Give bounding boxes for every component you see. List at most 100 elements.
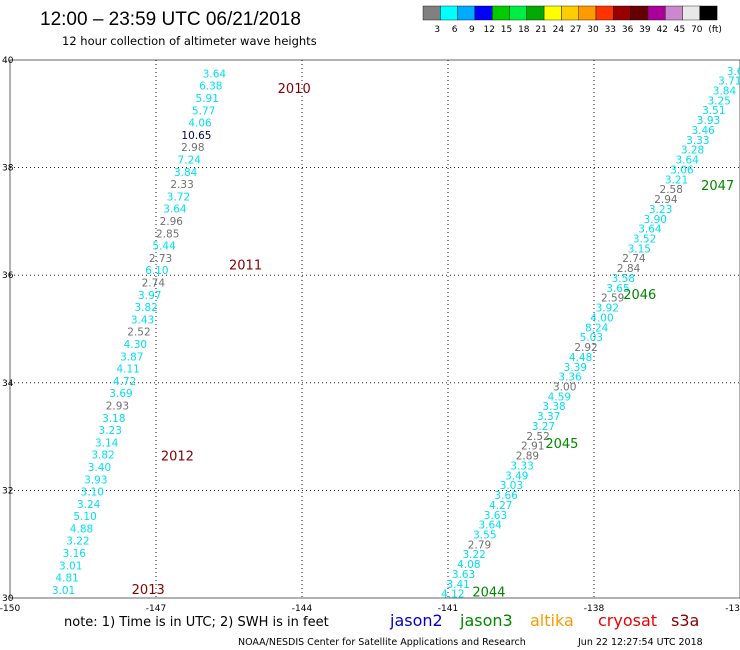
x-tick-label: -141 bbox=[438, 604, 458, 614]
wave-height-label: 3.33 bbox=[510, 460, 533, 472]
colorbar-label: 21 bbox=[535, 25, 546, 35]
wave-height-label: 3.51 bbox=[702, 105, 725, 117]
wave-height-label: 3.55 bbox=[473, 529, 496, 541]
colorbar-swatch bbox=[561, 5, 579, 21]
wave-height-label: 4.06 bbox=[188, 118, 212, 130]
wave-height-label: 4.27 bbox=[489, 500, 512, 512]
wave-height-label: 3.6 bbox=[727, 66, 740, 78]
wave-height-label: 3.24 bbox=[77, 499, 101, 511]
wave-height-label: 4.12 bbox=[441, 589, 464, 601]
chart-title: 12:00 – 23:59 UTC 06/21/2018 bbox=[40, 9, 301, 30]
wave-height-label: 3.52 bbox=[633, 233, 656, 245]
wave-height-label: 3.33 bbox=[686, 135, 709, 147]
colorbar-swatch bbox=[699, 5, 718, 21]
wave-height-label: 2.73 bbox=[149, 253, 172, 265]
x-tick-label: -138 bbox=[584, 604, 605, 614]
colorbar-label: 9 bbox=[469, 25, 475, 35]
wave-height-label: 3.72 bbox=[167, 191, 190, 203]
colorbar-swatch bbox=[647, 5, 666, 21]
wave-height-label: 3.93 bbox=[697, 115, 720, 127]
wave-height-label: 3.46 bbox=[691, 125, 715, 137]
plot-area-frame bbox=[9, 59, 740, 599]
colorbar-label: 39 bbox=[639, 25, 651, 35]
wave-height-label: 3.06 bbox=[670, 164, 694, 176]
wave-height-label: 4.30 bbox=[124, 339, 147, 351]
wave-height-label: 3.40 bbox=[88, 462, 111, 474]
legend-item: jason3 bbox=[459, 611, 513, 630]
wave-height-label: 2.85 bbox=[156, 228, 179, 240]
colorbar-swatch bbox=[457, 5, 476, 21]
wave-height-label: 2.52 bbox=[526, 431, 549, 443]
satellite-legend: jason2 jason3 altika cryosat s3a bbox=[389, 611, 699, 630]
wave-height-label: 3.64 bbox=[163, 204, 187, 216]
x-tick-label: -147 bbox=[146, 604, 166, 614]
wave-height-label: 2.89 bbox=[516, 451, 539, 463]
wave-height-label: 4.08 bbox=[457, 559, 480, 571]
wave-height-label: 3.93 bbox=[84, 474, 107, 486]
wave-height-label: 2.93 bbox=[106, 400, 129, 412]
wave-height-label: 4.48 bbox=[569, 352, 592, 364]
time-label: 2011 bbox=[229, 258, 262, 273]
colorbar-label: 24 bbox=[553, 25, 565, 35]
wave-height-label: 3.71 bbox=[718, 76, 740, 88]
wave-height-label: 2.98 bbox=[181, 142, 204, 154]
legend-item: s3a bbox=[671, 611, 699, 630]
colorbar-label: 45 bbox=[674, 25, 685, 35]
footer-credit: NOAA/NESDIS Center for Satellite Applica… bbox=[238, 637, 526, 648]
wave-height-label: 3.14 bbox=[95, 437, 119, 449]
wave-height-label: 8.24 bbox=[585, 322, 609, 334]
colorbar-swatch bbox=[578, 5, 597, 21]
time-label: 2047 bbox=[701, 179, 734, 194]
colorbar-swatch bbox=[595, 5, 614, 21]
axis-tick-labels: -150 -147 -144 -141 -138 -13 30 32 34 36 38 40 bbox=[0, 56, 740, 614]
colorbar-swatch bbox=[630, 5, 649, 21]
wave-height-label: 3.22 bbox=[462, 549, 485, 561]
colorbar-label: 18 bbox=[518, 25, 530, 35]
time-label: 2046 bbox=[623, 288, 656, 303]
wave-height-label: 3.65 bbox=[606, 283, 629, 295]
wave-height-label: 7.24 bbox=[178, 155, 202, 167]
wave-height-label: 5.03 bbox=[580, 332, 603, 344]
colorbar-label: 30 bbox=[587, 25, 599, 35]
wave-height-label: 3.64 bbox=[676, 155, 700, 167]
wave-height-label: 3.63 bbox=[484, 510, 507, 522]
wave-height-label: 3.66 bbox=[494, 490, 518, 502]
wave-height-label: 3.23 bbox=[99, 425, 122, 437]
colorbar-label: 15 bbox=[501, 25, 512, 35]
wave-height-label: 3.58 bbox=[612, 273, 635, 285]
wave-height-label: 3.84 bbox=[174, 167, 198, 179]
wave-height-label: 10.65 bbox=[181, 130, 211, 142]
wave-height-label: 2.96 bbox=[160, 216, 184, 228]
wave-height-label: 2.79 bbox=[468, 539, 491, 551]
wave-height-label: 3.43 bbox=[131, 314, 154, 326]
colorbar-label: (ft) bbox=[708, 25, 722, 35]
wave-height-label: 5.77 bbox=[192, 105, 215, 117]
wave-height-label: 3.01 bbox=[59, 560, 82, 572]
wave-height-label: 2.74 bbox=[622, 253, 646, 265]
wave-height-label: 4.11 bbox=[116, 364, 139, 376]
y-tick-label: 34 bbox=[2, 379, 14, 389]
colorbar-label: 6 bbox=[452, 25, 458, 35]
wave-height-label: 3.69 bbox=[109, 388, 132, 400]
wave-height-label: 3.38 bbox=[542, 401, 565, 413]
color-scale-bar: 3 6 9 12 15 18 21 24 27 30 33 36 39 42 45 70 (ft) bbox=[422, 5, 722, 35]
wave-height-label: 3.01 bbox=[52, 585, 75, 597]
time-label: 2044 bbox=[472, 586, 505, 601]
legend-item: altika bbox=[530, 611, 574, 630]
wave-height-label: 3.03 bbox=[500, 480, 523, 492]
wave-height-label: 2.94 bbox=[654, 194, 678, 206]
colorbar-label: 42 bbox=[656, 25, 667, 35]
wave-height-label: 2.92 bbox=[574, 342, 597, 354]
time-label: 2010 bbox=[278, 82, 311, 97]
time-label: 2045 bbox=[545, 437, 578, 452]
legend-item: jason2 bbox=[389, 611, 443, 630]
time-labels: 2010 2011 2012 2013 2047 2046 2045 2044 bbox=[132, 82, 734, 601]
wave-height-label: 3.25 bbox=[707, 95, 730, 107]
wave-height-label: 3.41 bbox=[446, 579, 469, 591]
wave-height-label: 3.27 bbox=[532, 421, 555, 433]
wave-height-label: 3.63 bbox=[452, 569, 475, 581]
wave-height-label: 6.10 bbox=[145, 265, 168, 277]
y-tick-label: 32 bbox=[2, 486, 13, 496]
wave-height-label: 3.18 bbox=[102, 413, 125, 425]
colorbar-label: 36 bbox=[622, 25, 634, 35]
